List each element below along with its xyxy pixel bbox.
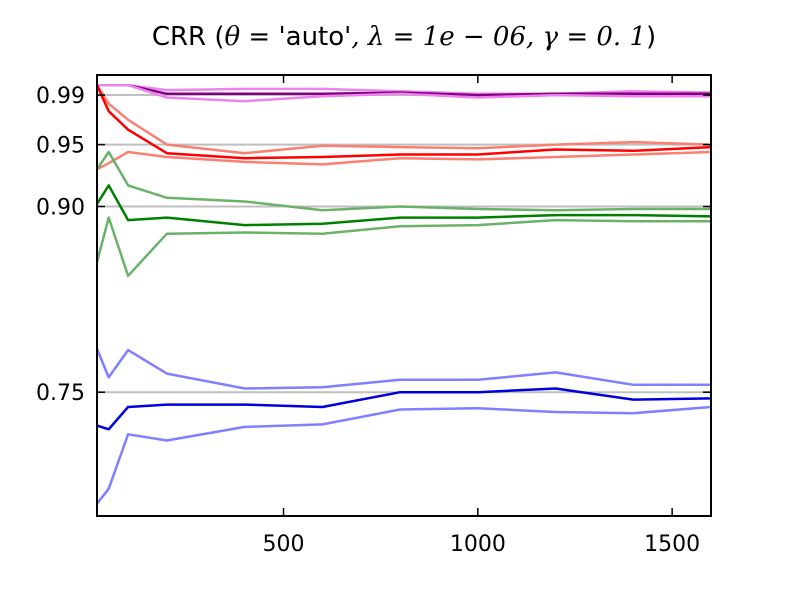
y-tick-label: 0.90 — [36, 195, 85, 220]
title-eq3: = — [558, 22, 596, 52]
title-eq2: = — [384, 22, 422, 52]
series-line-3 — [95, 84, 712, 155]
title-prefix: CRR ( — [152, 22, 225, 52]
x-tick-label: 1500 — [644, 532, 700, 557]
series-line-10 — [96, 387, 712, 431]
axis-tick-labels: 500 1000 1500 0.75 0.90 0.95 0.99 — [36, 84, 700, 557]
title-sep2: , — [526, 22, 543, 52]
series-lines — [95, 83, 712, 505]
title-theta-value: 'auto' — [279, 22, 352, 52]
series-line-9 — [95, 348, 711, 390]
y-tick-label: 0.99 — [36, 84, 85, 109]
axis-ticks — [97, 75, 711, 516]
title-lambda: λ — [367, 22, 384, 52]
series-line-6 — [95, 150, 711, 212]
title-sep1: , — [351, 22, 368, 52]
title-suffix: ) — [646, 22, 656, 52]
x-tick-label: 1000 — [450, 532, 506, 557]
series-line-11 — [96, 405, 712, 505]
title-lambda-value: 1e − 06 — [423, 22, 526, 52]
series-line-4 — [95, 84, 712, 160]
series-line-8 — [95, 216, 711, 278]
plot-frame — [96, 74, 712, 517]
series-line-7 — [95, 184, 712, 227]
title-eq1: = — [240, 22, 278, 52]
title-gamma: γ — [543, 22, 559, 52]
series-line-2 — [97, 83, 711, 103]
chart-title: CRR (θ = 'auto', λ = 1e − 06, γ = 0. 1) — [152, 22, 656, 52]
chart-title-text: CRR (θ = 'auto', λ = 1e − 06, γ = 0. 1) — [152, 22, 656, 52]
y-tick-label: 0.95 — [36, 134, 85, 159]
reference-lines — [97, 94, 711, 394]
series-line-5 — [96, 150, 712, 171]
title-gamma-value: 0. 1 — [596, 22, 646, 52]
title-theta: θ — [225, 22, 241, 52]
x-tick-label: 500 — [263, 532, 305, 557]
y-tick-label: 0.75 — [36, 381, 85, 406]
